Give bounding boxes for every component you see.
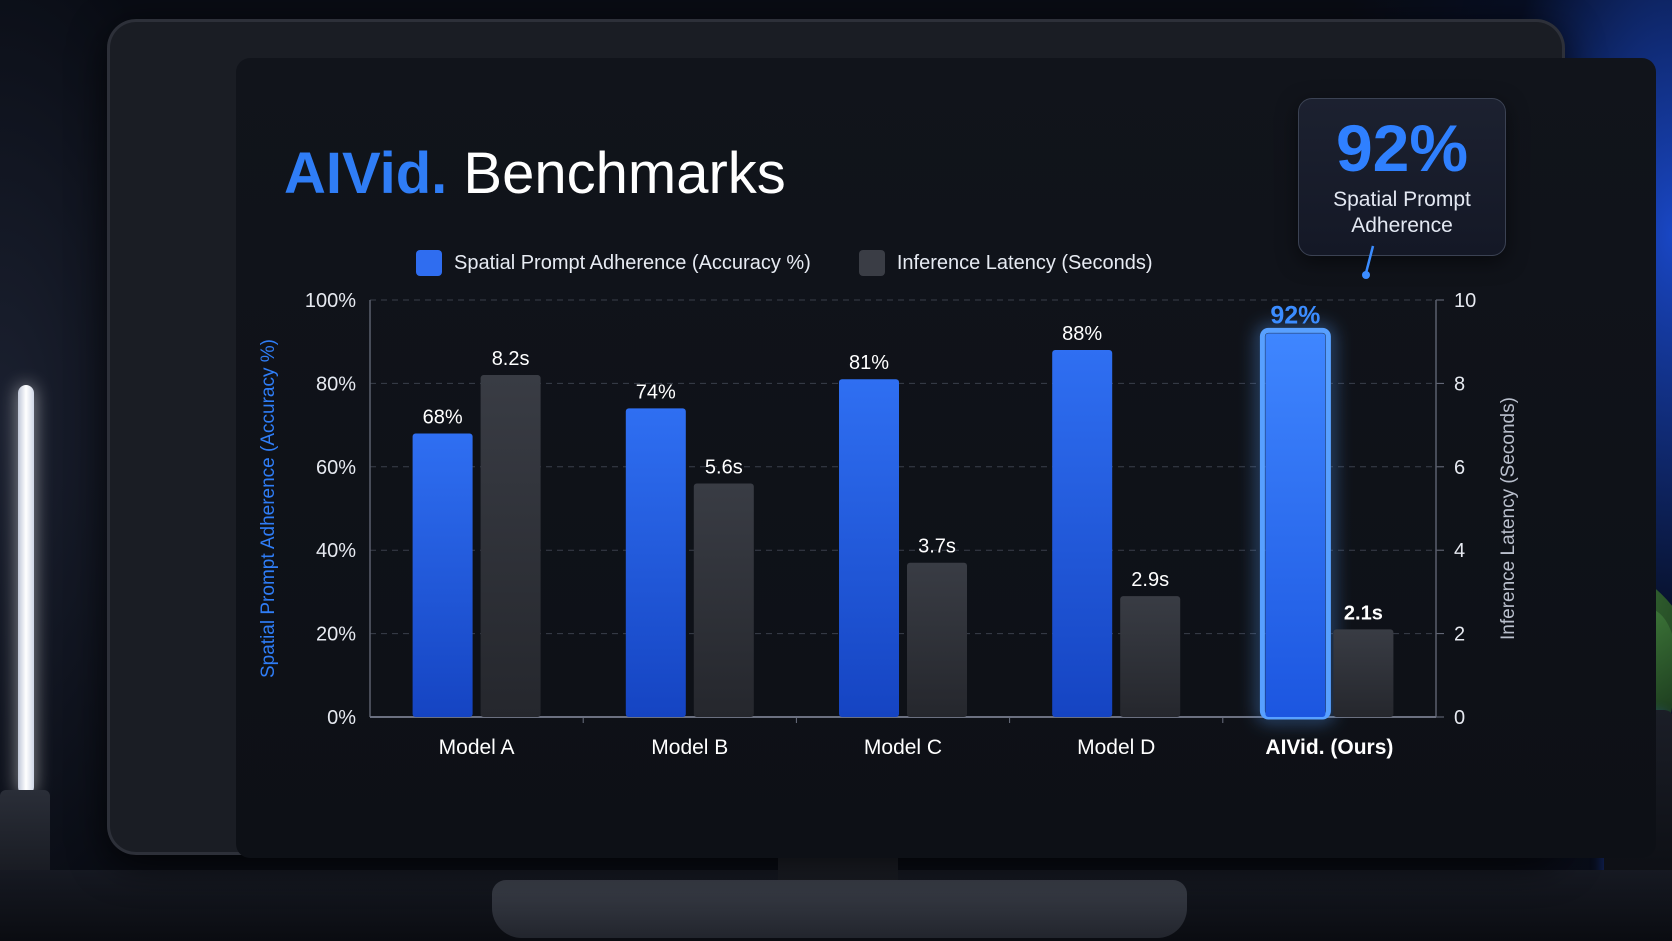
latency-bar [1120, 596, 1181, 717]
latency-bar [480, 375, 541, 717]
accuracy-bar [1265, 333, 1326, 717]
highlight-callout: 92% Spatial Prompt Adherence [1298, 98, 1506, 256]
y2-tick-label: 2 [1454, 624, 1465, 646]
desk-lamp [18, 385, 34, 795]
accuracy-bar [625, 408, 686, 717]
accuracy-data-label: 88% [1062, 323, 1102, 345]
y2-tick-label: 10 [1454, 290, 1476, 312]
y-tick-label: 100% [305, 290, 356, 312]
accuracy-data-label: 81% [849, 352, 889, 374]
latency-bar [693, 483, 754, 717]
accuracy-bar [1052, 350, 1113, 717]
latency-data-label: 5.6s [705, 456, 743, 478]
benchmark-chart: 0% 20% 40% 60% 80% 100% 0 2 4 6 8 10 Spatial Prompt … [258, 245, 1519, 759]
monitor-stand-base [492, 880, 1187, 938]
x-category-label: Model B [651, 736, 728, 759]
x-category-label: AIVid. (Ours) [1265, 736, 1393, 759]
legend-swatch-latency [858, 250, 885, 276]
y-tick-label: 60% [316, 457, 356, 479]
accuracy-bar [839, 379, 899, 717]
accuracy-data-label: 74% [636, 381, 676, 403]
monitor-screen: AIVid. Benchmarks Spatial Prompt Adheren… [236, 58, 1656, 858]
callout-connector [1364, 245, 1375, 274]
x-category-label: Model A [439, 736, 515, 759]
y2-tick-label: 4 [1454, 540, 1465, 562]
y-tick-label: 40% [316, 540, 356, 562]
legend-item-latency: Inference Latency (Seconds) [858, 250, 1153, 276]
title-brand: AIVid. [284, 141, 448, 206]
legend-swatch-accuracy [416, 250, 442, 276]
y2-tick-label: 8 [1454, 373, 1465, 395]
latency-data-label: 3.7s [918, 536, 956, 558]
y-tick-label: 20% [316, 624, 356, 646]
x-category-label: Model C [864, 736, 942, 759]
callout-value: 92% [1335, 111, 1469, 185]
y2-tick-label: 0 [1454, 707, 1465, 729]
chart-legend: Spatial Prompt Adherence (Accuracy %) In… [416, 250, 1201, 276]
callout-connector-dot [1362, 271, 1370, 279]
legend-item-accuracy: Spatial Prompt Adherence (Accuracy %) [416, 250, 811, 276]
latency-bar [907, 562, 967, 717]
accuracy-bar [412, 433, 473, 717]
accuracy-data-label: 68% [423, 406, 463, 428]
y2-axis-title: Inference Latency (Seconds) [1498, 397, 1519, 640]
latency-data-label: 2.9s [1131, 569, 1169, 591]
page-title: AIVid. Benchmarks [284, 140, 786, 207]
y-tick-label: 0% [327, 707, 356, 729]
y-tick-label: 80% [316, 373, 356, 395]
latency-data-label: 8.2s [492, 348, 530, 370]
legend-label-latency: Inference Latency (Seconds) [896, 251, 1153, 274]
monitor-bezel: AIVid. Benchmarks Spatial Prompt Adheren… [110, 22, 1656, 858]
latency-bar [1333, 629, 1394, 717]
y-axis-title: Spatial Prompt Adherence (Accuracy %) [258, 339, 279, 678]
callout-label: Spatial Prompt Adherence [1333, 188, 1471, 237]
legend-label-accuracy: Spatial Prompt Adherence (Accuracy %) [454, 251, 811, 274]
x-category-label: Model D [1077, 736, 1155, 759]
accuracy-data-label: 92% [1270, 301, 1320, 329]
title-text: Benchmarks [463, 141, 786, 206]
y2-tick-label: 6 [1454, 457, 1465, 479]
latency-data-label: 2.1s [1344, 602, 1383, 624]
